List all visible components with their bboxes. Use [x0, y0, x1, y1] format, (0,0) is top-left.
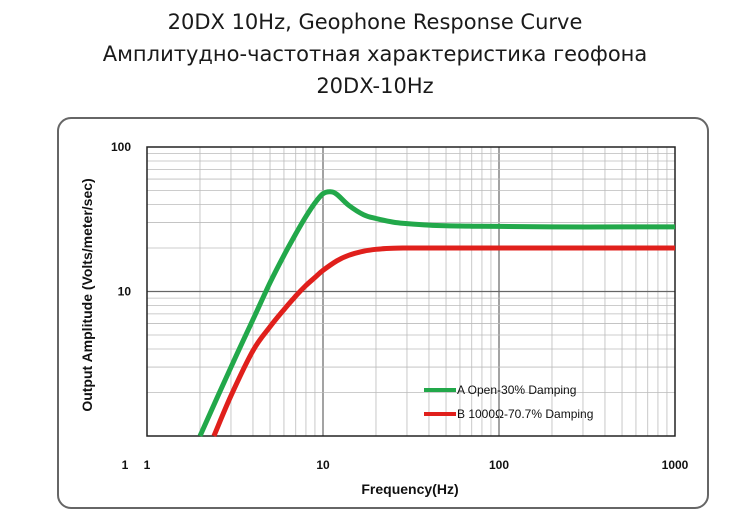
y-tick-label: 10: [118, 285, 132, 299]
chart-title-english: 20DX 10Hz, Geophone Response Curve: [167, 10, 583, 34]
y-axis-label: Output Amplitude (Volts/meter/sec): [79, 178, 95, 411]
legend-label-a: A Open-30% Damping: [457, 383, 576, 397]
legend: A Open-30% Damping B 1000Ω-70.7% Damping: [424, 383, 593, 421]
x-tick-label: 1: [144, 458, 151, 472]
plot-area: [146, 146, 676, 437]
x-axis-label: Frequency(Hz): [361, 481, 458, 497]
legend-label-b: B 1000Ω-70.7% Damping: [457, 407, 593, 421]
chart-frame: [57, 117, 709, 509]
x-tick-label: 100: [489, 458, 509, 472]
series-layer: [197, 189, 675, 438]
chart-title-russian: Амплитудно-частотная характеристика геоф…: [102, 42, 648, 66]
tick-labels: 1 1 10 100 1000 100 10: [111, 140, 689, 472]
x-tick-label: 10: [316, 458, 330, 472]
chart-grid: [147, 147, 675, 436]
x-tick-label: 1000: [662, 458, 689, 472]
series-line-a: [197, 189, 675, 438]
y-tick-label: 100: [111, 140, 131, 154]
x-tick-label: 1: [122, 458, 129, 472]
series-line-b: [211, 245, 675, 437]
chart-title-model: 20DX-10Hz: [316, 74, 434, 98]
